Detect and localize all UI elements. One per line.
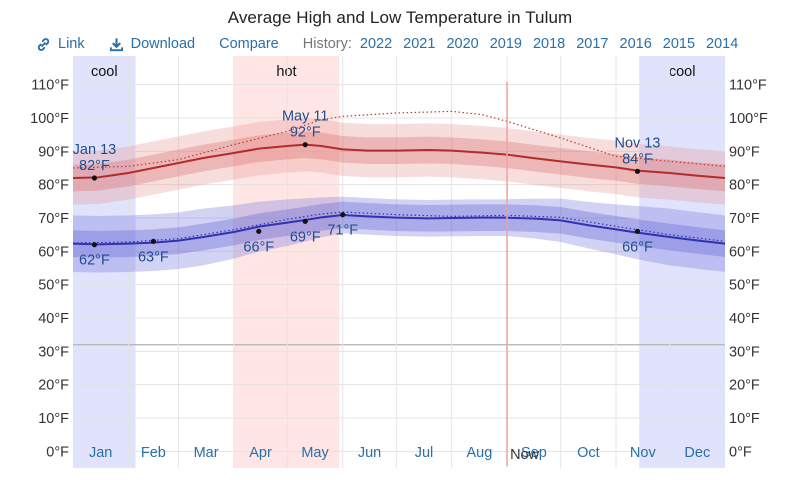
x-tick-label-month: Jan <box>89 445 112 461</box>
history-label: History: <box>302 36 352 52</box>
year-link[interactable]: 2019 <box>489 36 522 52</box>
annotation-value-label: 63°F <box>138 249 169 265</box>
year-link[interactable]: 2020 <box>446 36 479 52</box>
year-link[interactable]: 2014 <box>706 36 739 52</box>
year-link[interactable]: 2015 <box>662 36 696 52</box>
history-years: History: 2022 2021 2020 2019 2018 2017 2… <box>303 36 750 52</box>
annotation-date-label: Nov 13 <box>614 135 660 151</box>
y-tick-label-left: 80°F <box>38 178 69 194</box>
data-point-marker <box>150 238 156 244</box>
y-tick-label-left: 30°F <box>38 344 69 360</box>
x-tick-label-month: Nov <box>630 445 657 461</box>
y-tick-label-right: 0°F <box>729 444 752 460</box>
x-tick-label-month: Jun <box>358 445 381 461</box>
y-tick-label-right: 110°F <box>729 78 767 94</box>
compare-label: Compare <box>219 36 279 52</box>
annotation-value-label: 69°F <box>290 229 321 245</box>
y-tick-label-right: 60°F <box>729 244 760 260</box>
y-tick-label-left: 110°F <box>31 78 69 94</box>
average-high-line <box>72 143 726 179</box>
current-year-high-line <box>72 110 726 169</box>
link-label: Link <box>58 36 85 52</box>
year-link[interactable]: 2022 <box>359 36 393 52</box>
link-icon <box>37 37 50 51</box>
link-button[interactable]: Link <box>36 36 85 52</box>
annotation-value-label: 66°F <box>243 239 274 255</box>
year-link[interactable]: 2021 <box>403 36 436 52</box>
annotation-value-label: 82°F <box>79 158 110 174</box>
y-tick-label-left: 70°F <box>38 211 69 227</box>
low-outer-band <box>73 196 725 273</box>
y-tick-label-left: 20°F <box>38 378 69 394</box>
season-label: cool <box>91 64 118 80</box>
y-tick-label-left: 10°F <box>38 411 69 427</box>
annotation-value-label: 92°F <box>290 125 321 141</box>
x-tick-label-month: Aug <box>466 445 492 461</box>
y-tick-label-right: 70°F <box>729 211 760 227</box>
annotation-value-label: 71°F <box>327 223 358 239</box>
data-point-marker <box>91 242 98 248</box>
season-label: cool <box>669 64 696 80</box>
data-point-marker <box>634 228 641 234</box>
year-link[interactable]: 2016 <box>619 36 652 52</box>
download-label: Download <box>130 36 196 52</box>
data-point-marker <box>302 218 308 224</box>
season-band-hot <box>233 56 340 468</box>
y-tick-label-right: 30°F <box>729 344 760 360</box>
annotation-value-label: 84°F <box>622 151 653 167</box>
annotation-value-label: 62°F <box>79 253 110 269</box>
y-tick-label-right: 80°F <box>729 178 760 194</box>
x-tick-label-month: Feb <box>141 445 166 461</box>
x-tick-label-month: Dec <box>684 445 710 461</box>
y-tick-label-left: 60°F <box>38 244 69 260</box>
chart-toolbar: Link Download Compare History: 2022 2021… <box>36 34 749 54</box>
y-tick-label-right: 90°F <box>729 144 760 160</box>
year-link[interactable]: 2017 <box>576 36 609 52</box>
x-tick-label-month: Oct <box>577 445 600 461</box>
high-inner-band <box>73 131 725 192</box>
y-tick-label-right: 50°F <box>729 278 760 294</box>
y-tick-label-left: 0°F <box>46 444 69 460</box>
y-tick-label-right: 20°F <box>729 378 760 394</box>
y-tick-label-left: 90°F <box>38 144 69 160</box>
download-icon <box>109 37 123 51</box>
chart-title: Average High and Low Temperature in Tulu… <box>227 8 573 27</box>
annotation-date-label: May 11 <box>282 109 328 125</box>
download-button[interactable]: Download <box>109 36 196 52</box>
y-tick-label-left: 50°F <box>38 278 69 294</box>
y-tick-label-right: 100°F <box>729 111 768 127</box>
season-label: hot <box>276 64 296 80</box>
y-tick-label-left: 100°F <box>30 111 69 127</box>
annotation-date-label: Jan 13 <box>73 142 117 158</box>
y-tick-label-right: 10°F <box>729 411 760 427</box>
now-label: Now <box>510 447 540 463</box>
average-low-line <box>72 213 726 246</box>
x-tick-label-month: Jul <box>415 445 434 461</box>
data-point-marker <box>340 212 346 218</box>
data-point-marker <box>634 168 641 174</box>
season-band-cool <box>639 56 725 468</box>
current-year-low-line <box>72 211 726 244</box>
compare-button[interactable]: Compare <box>219 36 279 52</box>
data-point-marker <box>91 175 98 181</box>
year-link[interactable]: 2018 <box>532 36 566 52</box>
x-tick-label-month: Sep <box>521 445 547 461</box>
y-tick-label-left: 40°F <box>38 311 69 327</box>
y-tick-label-right: 40°F <box>729 311 760 327</box>
annotation-value-label: 66°F <box>622 239 653 255</box>
season-band-cool <box>73 56 136 468</box>
x-tick-label-month: Mar <box>194 445 219 461</box>
data-point-marker <box>256 228 262 234</box>
high-outer-band <box>73 118 725 205</box>
low-inner-band <box>73 201 725 258</box>
data-point-marker <box>302 142 308 148</box>
x-tick-label-month: Apr <box>249 445 272 461</box>
x-tick-label-month: May <box>301 445 329 461</box>
